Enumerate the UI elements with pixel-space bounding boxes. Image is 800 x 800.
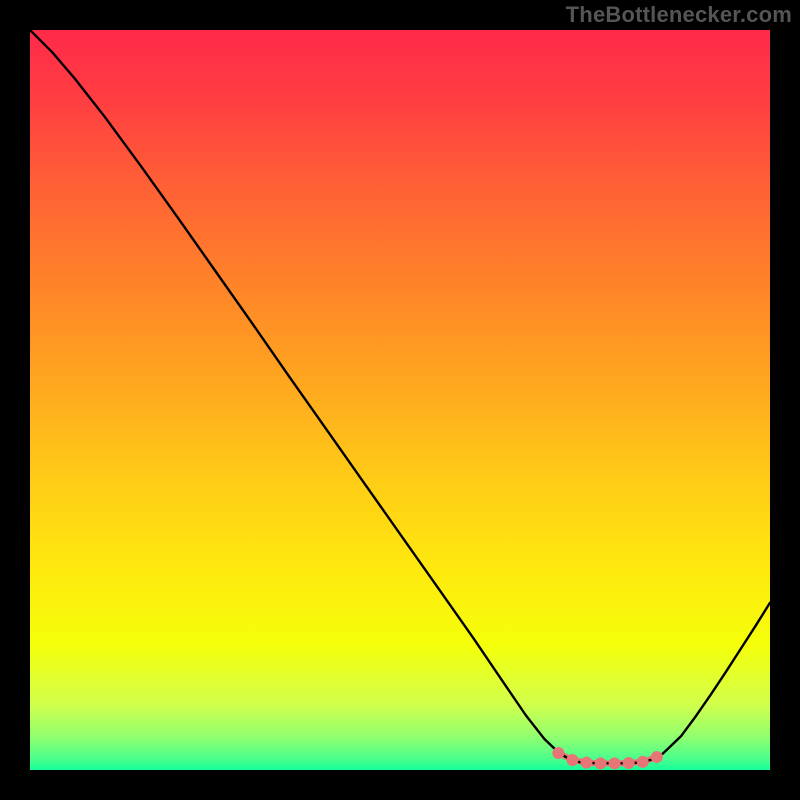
trough-marker-dot [566,754,578,766]
bottleneck-curve [30,30,770,763]
trough-marker-dot [580,757,592,769]
watermark-label: TheBottlenecker.com [566,2,792,28]
chart-plot-area [30,30,770,770]
trough-marker-dot [637,756,649,768]
trough-marker-dot [651,751,663,763]
trough-marker-dot [595,757,607,769]
trough-marker-dot [552,747,564,759]
trough-marker-dot [609,757,621,769]
trough-marker-dot [623,757,635,769]
chart-curve-layer [30,30,770,770]
